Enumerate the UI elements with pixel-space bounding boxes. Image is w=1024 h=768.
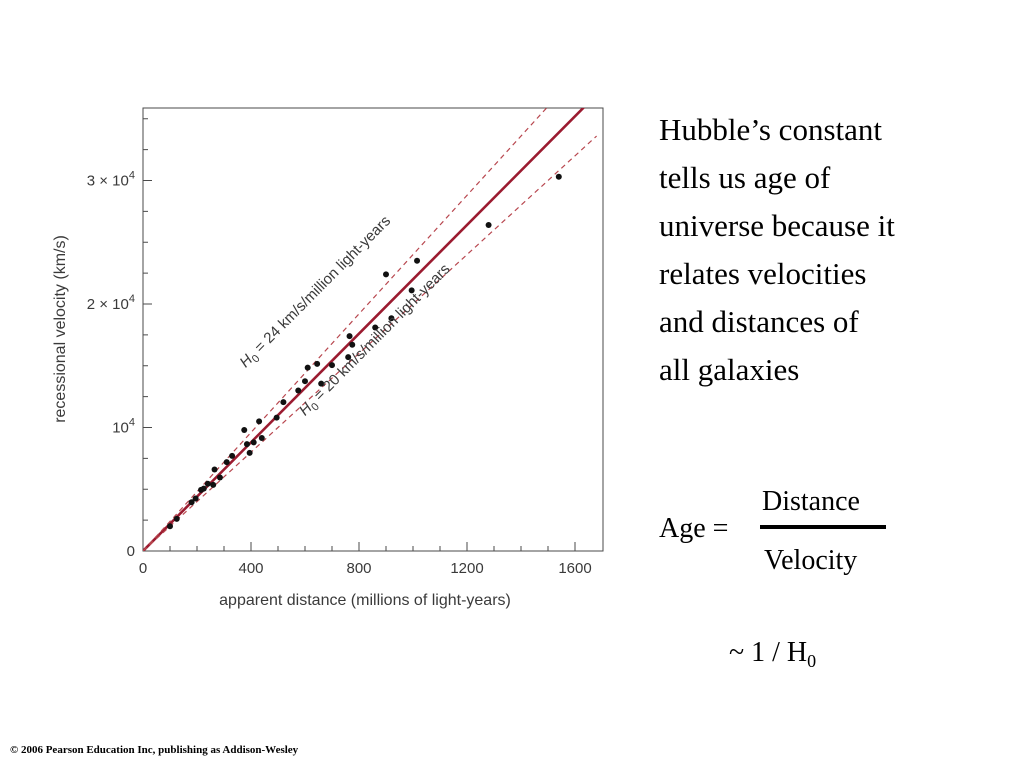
chart-axes — [142, 107, 604, 552]
y-tick-label: 2 × 104 — [87, 293, 135, 313]
data-point — [414, 257, 421, 264]
data-point — [223, 459, 230, 466]
x-tick-label: 0 — [139, 560, 147, 577]
data-point — [349, 341, 356, 348]
data-point — [318, 380, 325, 387]
x-tick-label: 1200 — [450, 560, 483, 577]
caption-text: Hubble’s constant tells us age of univer… — [659, 106, 999, 394]
data-point — [229, 452, 236, 459]
approx-subscript: 0 — [807, 651, 817, 671]
data-point — [246, 449, 253, 456]
x-tick-label: 1600 — [558, 560, 591, 577]
data-point — [243, 441, 250, 448]
data-point — [250, 439, 257, 446]
caption-line: tells us age of — [659, 160, 831, 195]
data-point — [485, 221, 492, 228]
data-point — [258, 434, 265, 441]
data-point — [329, 362, 335, 369]
bound-line — [143, 135, 598, 551]
data-point — [302, 378, 308, 385]
approx-formula: ~ 1 / H0 — [729, 637, 816, 672]
plot-frame — [142, 107, 604, 552]
fraction-numerator: Distance — [762, 486, 860, 517]
data-point — [383, 271, 389, 278]
data-point — [167, 523, 173, 530]
data-point — [173, 515, 180, 522]
fraction-bar — [760, 525, 886, 529]
caption-line: Hubble’s constant — [659, 112, 882, 147]
data-point — [372, 324, 379, 331]
data-point — [216, 474, 223, 481]
approx-prefix: ~ 1 / H — [729, 637, 808, 668]
y-tick-label: 0 — [127, 543, 135, 560]
data-point — [346, 333, 353, 340]
y-tick-label: 104 — [112, 417, 135, 437]
data-point — [200, 485, 207, 492]
data-point — [188, 499, 195, 506]
bound-line — [143, 108, 548, 551]
axis-ticks: 0 400 800 1200 1600 0 104 2 × 104 3 × 104 — [87, 170, 592, 578]
data-point — [295, 387, 302, 394]
data-point — [211, 466, 218, 473]
x-axis-title: apparent distance (millions of light-yea… — [219, 592, 511, 609]
caption-line: universe because it — [659, 208, 895, 243]
data-point — [280, 399, 287, 406]
y-axis-title: recessional velocity (km/s) — [52, 235, 69, 423]
copyright-notice: © 2006 Pearson Education Inc, publishing… — [10, 744, 299, 756]
data-point — [210, 481, 217, 488]
caption-line: and distances of — [659, 304, 859, 339]
x-tick-label: 800 — [346, 560, 371, 577]
data-point — [408, 287, 415, 294]
data-point — [204, 480, 211, 487]
caption-line: relates velocities — [659, 256, 867, 291]
y-tick-label: 3 × 104 — [87, 170, 135, 190]
data-point — [192, 495, 199, 502]
galaxy-points — [167, 173, 562, 530]
data-point — [273, 414, 280, 421]
minor-ticks — [143, 118, 549, 551]
x-tick-label: 400 — [238, 560, 263, 577]
data-point — [304, 364, 311, 371]
data-point — [555, 173, 562, 180]
hubble-lines — [143, 108, 598, 551]
best-fit-line — [143, 108, 586, 551]
caption-line: all galaxies — [659, 352, 800, 387]
fraction-denominator: Velocity — [764, 545, 858, 576]
age-label: Age = — [659, 513, 729, 544]
data-point — [345, 354, 352, 361]
data-point — [241, 426, 248, 433]
data-point — [388, 315, 395, 322]
data-point — [314, 360, 321, 367]
data-point — [256, 418, 263, 425]
